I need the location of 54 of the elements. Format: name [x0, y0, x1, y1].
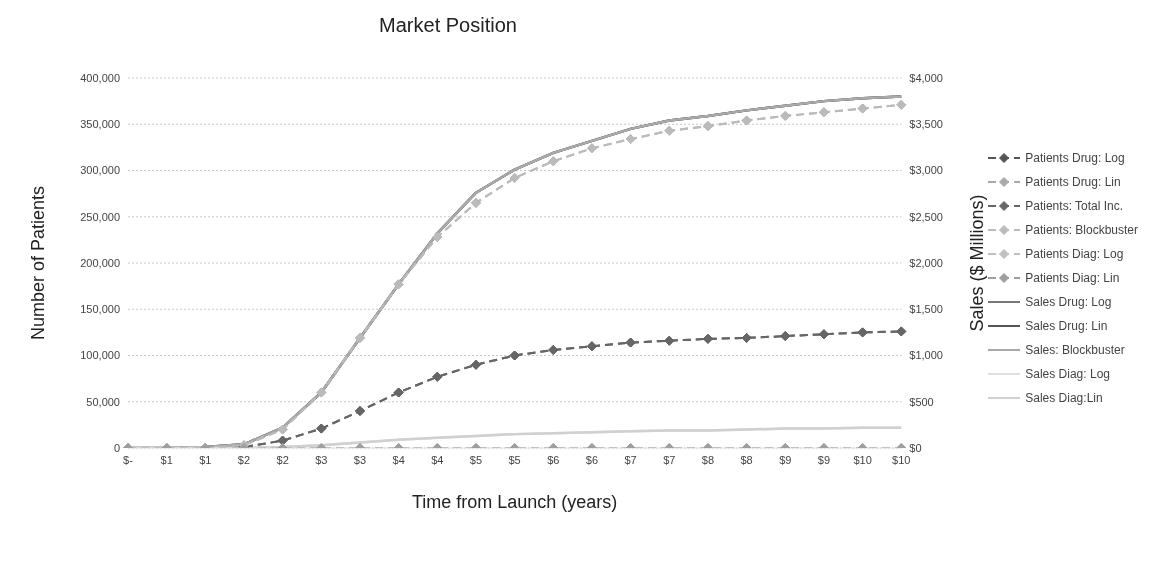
x-axis-title: Time from Launch (years) [411, 492, 618, 512]
x-tick-label: $9 [817, 453, 831, 466]
y-tick-label: 50,000 [86, 395, 120, 408]
legend-label: Patients: Total Inc. [1025, 199, 1124, 213]
legend-label: Patients: Blockbuster [1025, 223, 1138, 237]
legend-label: Sales: Blockbuster [1025, 343, 1125, 357]
x-tick-label: $10 [892, 453, 911, 466]
y-tick-label: 150,000 [80, 303, 120, 316]
x-tick-label: $5 [508, 453, 521, 466]
x-tick-label: $4 [392, 453, 405, 466]
y-tick-label: 300,000 [80, 164, 120, 177]
legend-label: Patients Diag: Log [1025, 247, 1124, 261]
y2-tick-label: $3,500 [909, 118, 943, 131]
x-tick-label: $4 [431, 453, 444, 466]
y-axis-title: Number of Patients [28, 185, 49, 341]
legend-label: Patients Drug: Log [1025, 151, 1125, 165]
x-tick-label: $2 [276, 453, 289, 466]
x-tick-label: $3 [353, 453, 367, 466]
x-tick-label: $5 [469, 453, 483, 466]
x-tick-label: $9 [779, 453, 792, 466]
x-tick-label: $10 [853, 453, 872, 466]
y2-tick-label: $3,000 [909, 164, 943, 177]
x-tick-label: $3 [315, 453, 328, 466]
chart-title: Market Position [378, 14, 518, 37]
legend-label: Sales Diag:Lin [1025, 391, 1103, 405]
x-tick-label: $8 [701, 453, 715, 466]
x-tick-label: $7 [663, 453, 676, 466]
x-tick-label: $- [123, 453, 134, 466]
y-tick-label: 400,000 [80, 71, 120, 84]
y-tick-label: 200,000 [80, 256, 120, 269]
x-tick-label: $8 [740, 453, 753, 466]
y-tick-label: 100,000 [80, 349, 120, 362]
y2-tick-label: $500 [909, 395, 934, 408]
legend-label: Patients Drug: Lin [1025, 175, 1121, 189]
y2-tick-label: $2,000 [909, 256, 943, 269]
legend-label: Patients Diag: Lin [1025, 271, 1120, 285]
y-tick-label: 250,000 [80, 210, 120, 223]
y2-tick-label: $4,000 [909, 71, 943, 84]
legend-label: Sales Drug: Lin [1025, 319, 1108, 333]
y2-tick-label: $2,500 [909, 210, 943, 223]
legend-label: Sales Drug: Log [1025, 295, 1112, 309]
x-tick-label: $1 [199, 453, 212, 466]
y-tick-label: 350,000 [80, 118, 120, 131]
y2-axis-title: Sales ($ Millions) [966, 194, 987, 332]
y-tick-label: 0 [113, 441, 120, 454]
x-tick-label: $7 [624, 453, 637, 466]
x-tick-label: $1 [160, 453, 173, 466]
y2-tick-label: $1,000 [909, 349, 943, 362]
x-tick-label: $2 [237, 453, 251, 466]
legend-label: Sales Diag: Log [1025, 367, 1110, 381]
x-tick-label: $6 [547, 453, 560, 466]
x-tick-label: $6 [585, 453, 599, 466]
y2-tick-label: $0 [909, 441, 922, 454]
y2-tick-label: $1,500 [909, 303, 943, 316]
